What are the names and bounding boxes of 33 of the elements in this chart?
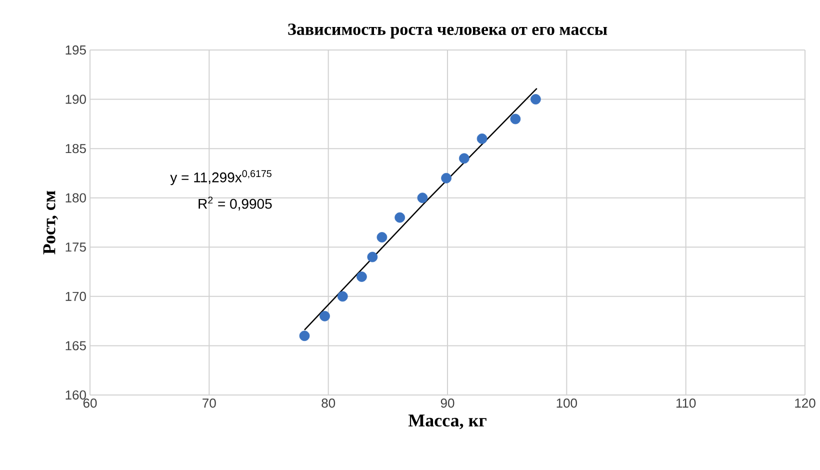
annotation: R$^{2}$ = 0,9905: [198, 196, 272, 210]
annotation: y = 11,299x$^{0,6175}$: [170, 170, 272, 186]
point: [417, 192, 428, 204]
y-axis-title: Рост, см: [43, 190, 58, 254]
y-tick-label: 160: [66, 390, 86, 400]
x-tick-label: 100: [556, 398, 578, 408]
x-tick-label: 110: [676, 398, 696, 408]
point: [476, 134, 488, 144]
x-tick-label: 120: [795, 398, 816, 408]
y-tick-label: 165: [66, 341, 86, 350]
chart-title: Зависимость роста человека от его массы: [288, 24, 608, 38]
point: [394, 212, 406, 223]
y-tick-label: 180: [66, 193, 86, 202]
x-tick-label: 80: [322, 398, 336, 408]
point: [530, 94, 541, 104]
y-tick-label: 185: [66, 144, 86, 154]
y-tick-label: 195: [66, 45, 86, 55]
point: [441, 172, 452, 184]
x-axis-title: Масса, кг: [408, 414, 486, 430]
point: [337, 291, 348, 302]
point: [376, 232, 388, 242]
point: [356, 272, 367, 282]
x-tick-label: 60: [83, 398, 97, 408]
point: [458, 153, 470, 164]
point: [510, 114, 521, 124]
y-tick-label: 190: [66, 94, 86, 104]
point: [320, 310, 330, 322]
y-tick-label: 175: [66, 242, 86, 252]
point: [367, 252, 378, 262]
y-tick-label: 170: [66, 292, 86, 302]
point: [299, 330, 310, 342]
x-tick-label: 70: [202, 398, 216, 408]
x-tick-label: 90: [440, 398, 454, 408]
